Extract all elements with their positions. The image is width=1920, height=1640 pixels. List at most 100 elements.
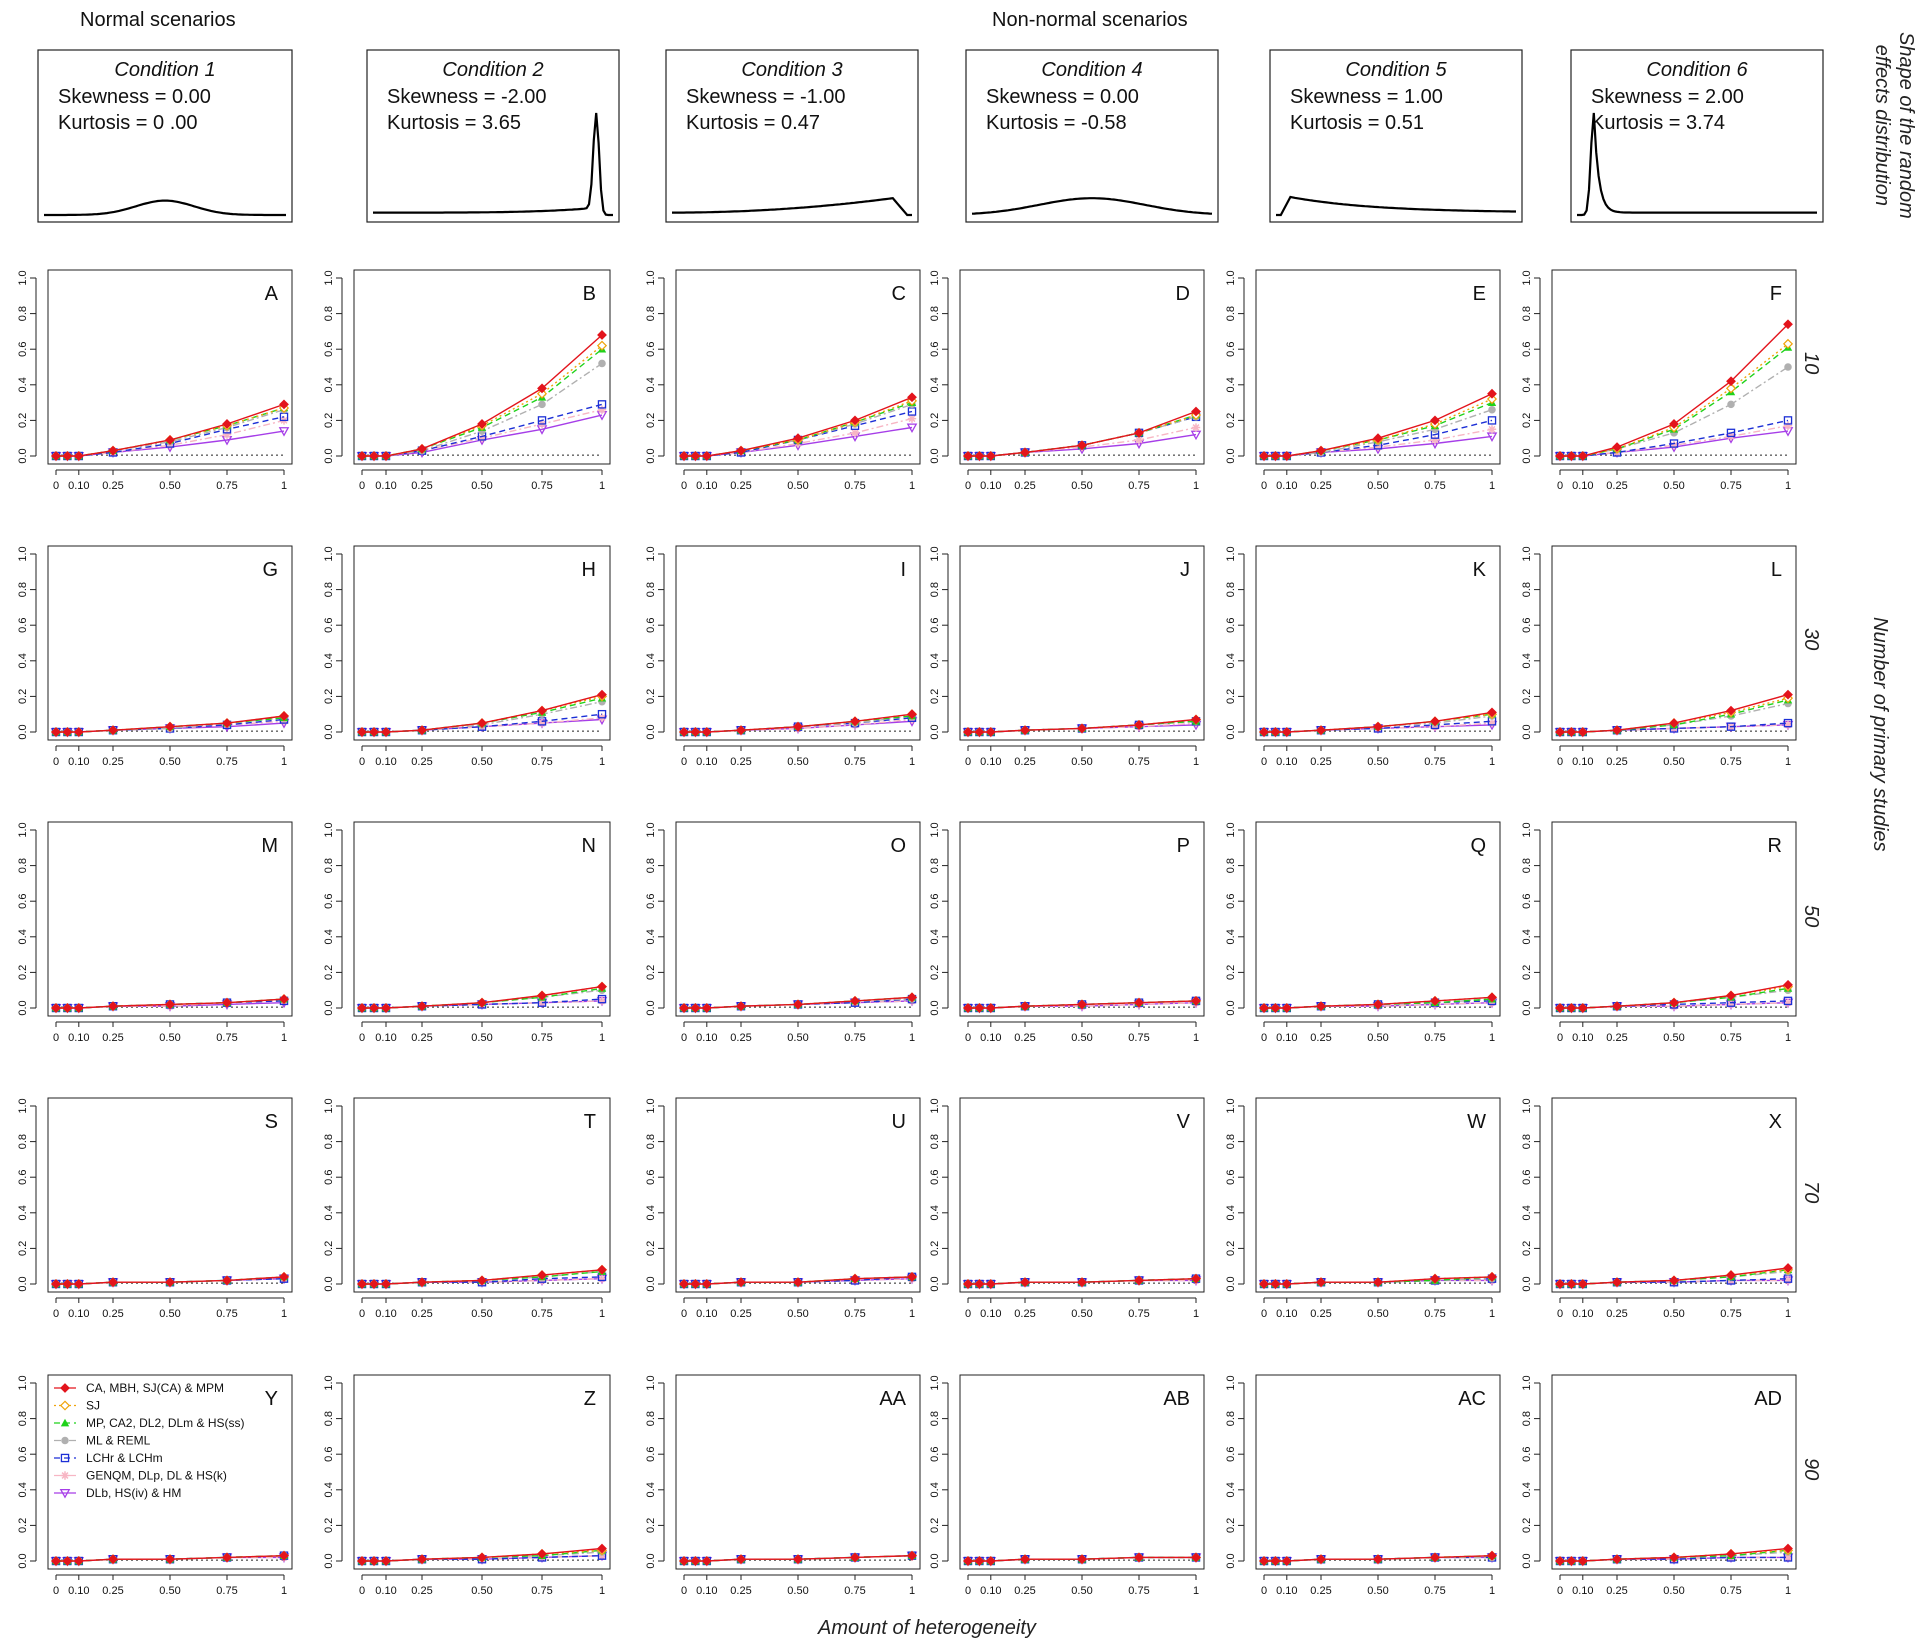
y-tick-label: 0.0 bbox=[929, 1553, 941, 1568]
y-tick-label: 0.4 bbox=[1521, 377, 1533, 392]
x-tick-label: 0.25 bbox=[102, 1032, 123, 1044]
y-tick-label: 1.0 bbox=[1225, 822, 1237, 837]
data-point bbox=[1487, 1550, 1497, 1561]
y-tick-label: 0.6 bbox=[323, 894, 335, 909]
data-point bbox=[597, 1543, 607, 1554]
data-point bbox=[1487, 718, 1497, 728]
x-tick-label: 0.50 bbox=[1663, 1308, 1684, 1320]
y-tick-label: 0.0 bbox=[17, 448, 29, 463]
data-point bbox=[1134, 1552, 1144, 1563]
condition-box-5: Condition 5 Skewness = 1.00 Kurtosis = 0.5… bbox=[1269, 49, 1523, 223]
y-tick-label: 0.6 bbox=[1521, 342, 1533, 357]
panel-label: X bbox=[1769, 1111, 1782, 1133]
data-point bbox=[1566, 1556, 1577, 1566]
data-point bbox=[679, 1003, 689, 1013]
series-1 bbox=[679, 1550, 917, 1566]
distribution-curve bbox=[672, 197, 912, 217]
panel-frame bbox=[1551, 269, 1797, 465]
series-1 bbox=[1259, 1550, 1497, 1566]
x-tick-label: 0 bbox=[1261, 1308, 1267, 1320]
data-point bbox=[850, 428, 860, 438]
data-point bbox=[278, 427, 290, 437]
x-tick-label: 0.50 bbox=[471, 756, 492, 768]
data-point bbox=[1077, 999, 1087, 1010]
x-tick-label: 0.50 bbox=[159, 1308, 180, 1320]
data-point bbox=[1134, 435, 1144, 445]
y-tick-label: 0.4 bbox=[1521, 1482, 1533, 1497]
data-point bbox=[1077, 1554, 1087, 1565]
y-tick-label: 1.0 bbox=[323, 270, 335, 285]
x-tick-label: 0.50 bbox=[1071, 1032, 1092, 1044]
data-point bbox=[1566, 1003, 1577, 1013]
y-tick-label: 0.6 bbox=[1225, 1447, 1237, 1462]
y-tick-label: 0.0 bbox=[17, 1553, 29, 1568]
y-tick-label: 0.4 bbox=[1521, 1205, 1533, 1220]
y-tick-label: 0.8 bbox=[1521, 1134, 1533, 1149]
y-tick-label: 0.2 bbox=[323, 413, 335, 428]
x-tick-label: 0.50 bbox=[787, 1032, 808, 1044]
y-tick-label: 0.2 bbox=[1521, 1241, 1533, 1256]
y-tick-label: 0.8 bbox=[645, 1134, 657, 1149]
data-point bbox=[963, 1556, 973, 1566]
data-point bbox=[59, 1488, 71, 1499]
panel-label: O bbox=[890, 835, 906, 857]
y-tick-label: 0.0 bbox=[929, 1276, 941, 1291]
panel-label: V bbox=[1177, 1111, 1191, 1133]
distribution-curve bbox=[44, 199, 286, 217]
y-tick-label: 1.0 bbox=[17, 1098, 29, 1113]
data-point bbox=[1783, 421, 1793, 430]
data-point bbox=[51, 1556, 61, 1566]
x-tick-label: 0.25 bbox=[411, 480, 432, 492]
data-point bbox=[736, 1554, 746, 1565]
y-tick-label: 0.2 bbox=[645, 689, 657, 704]
condition-kurtosis: Kurtosis = -0.58 bbox=[986, 112, 1127, 134]
data-point bbox=[850, 1273, 860, 1284]
condition-kurtosis: Kurtosis = 0 .00 bbox=[58, 112, 198, 134]
y-tick-label: 0.0 bbox=[645, 1553, 657, 1568]
data-point bbox=[1783, 720, 1793, 730]
y-tick-label: 0.0 bbox=[1521, 1276, 1533, 1291]
condition-box-2: Condition 2 Skewness = -2.00 Kurtosis = 3.… bbox=[366, 49, 620, 223]
data-point bbox=[1270, 1003, 1281, 1013]
data-point bbox=[381, 1556, 391, 1566]
y-tick-label: 0.6 bbox=[323, 618, 335, 633]
data-point bbox=[1487, 707, 1497, 718]
x-tick-label: 0.10 bbox=[375, 1308, 396, 1320]
x-tick-label: 0 bbox=[53, 1308, 59, 1320]
data-point bbox=[1555, 1556, 1565, 1566]
y-tick-label: 0.4 bbox=[323, 377, 335, 392]
data-point bbox=[736, 1001, 746, 1012]
x-tick-label: 0.75 bbox=[531, 1032, 552, 1044]
panel-frame bbox=[675, 545, 921, 741]
x-tick-label: 0.25 bbox=[102, 1308, 123, 1320]
y-tick-label: 0.8 bbox=[1225, 1134, 1237, 1149]
data-point bbox=[417, 1277, 427, 1288]
y-tick-label: 0.6 bbox=[929, 618, 941, 633]
data-point bbox=[793, 1277, 803, 1288]
data-point bbox=[1134, 427, 1144, 438]
x-tick-label: 1 bbox=[281, 1308, 287, 1320]
y-tick-label: 0.2 bbox=[17, 689, 29, 704]
data-point bbox=[701, 1003, 712, 1013]
distribution-curve bbox=[1577, 112, 1817, 217]
x-tick-label: 0.10 bbox=[1572, 480, 1593, 492]
data-point bbox=[1373, 442, 1383, 452]
data-point bbox=[357, 1003, 367, 1013]
series-1 bbox=[679, 1271, 917, 1289]
panel-label: D bbox=[1176, 283, 1190, 305]
panel-H: 0.0 0.2 0.4 0.6 0.8 1.0 0 0.10 0.25 0.50 0.75 1 H bbox=[323, 545, 611, 768]
y-tick-label: 0.6 bbox=[17, 1447, 29, 1462]
series-1 bbox=[679, 392, 917, 461]
y-tick-label: 0.0 bbox=[17, 1000, 29, 1015]
data-point bbox=[985, 451, 996, 461]
x-tick-label: 0.50 bbox=[471, 480, 492, 492]
data-point bbox=[1316, 1277, 1326, 1288]
data-point bbox=[1259, 1556, 1269, 1566]
y-tick-label: 0.8 bbox=[17, 858, 29, 873]
data-point bbox=[679, 1279, 689, 1289]
y-tick-label: 0.0 bbox=[1521, 1553, 1533, 1568]
data-point bbox=[357, 451, 367, 461]
data-point bbox=[73, 727, 84, 737]
x-tick-label: 0.10 bbox=[980, 1585, 1001, 1597]
y-tick-label: 0.4 bbox=[1521, 929, 1533, 944]
